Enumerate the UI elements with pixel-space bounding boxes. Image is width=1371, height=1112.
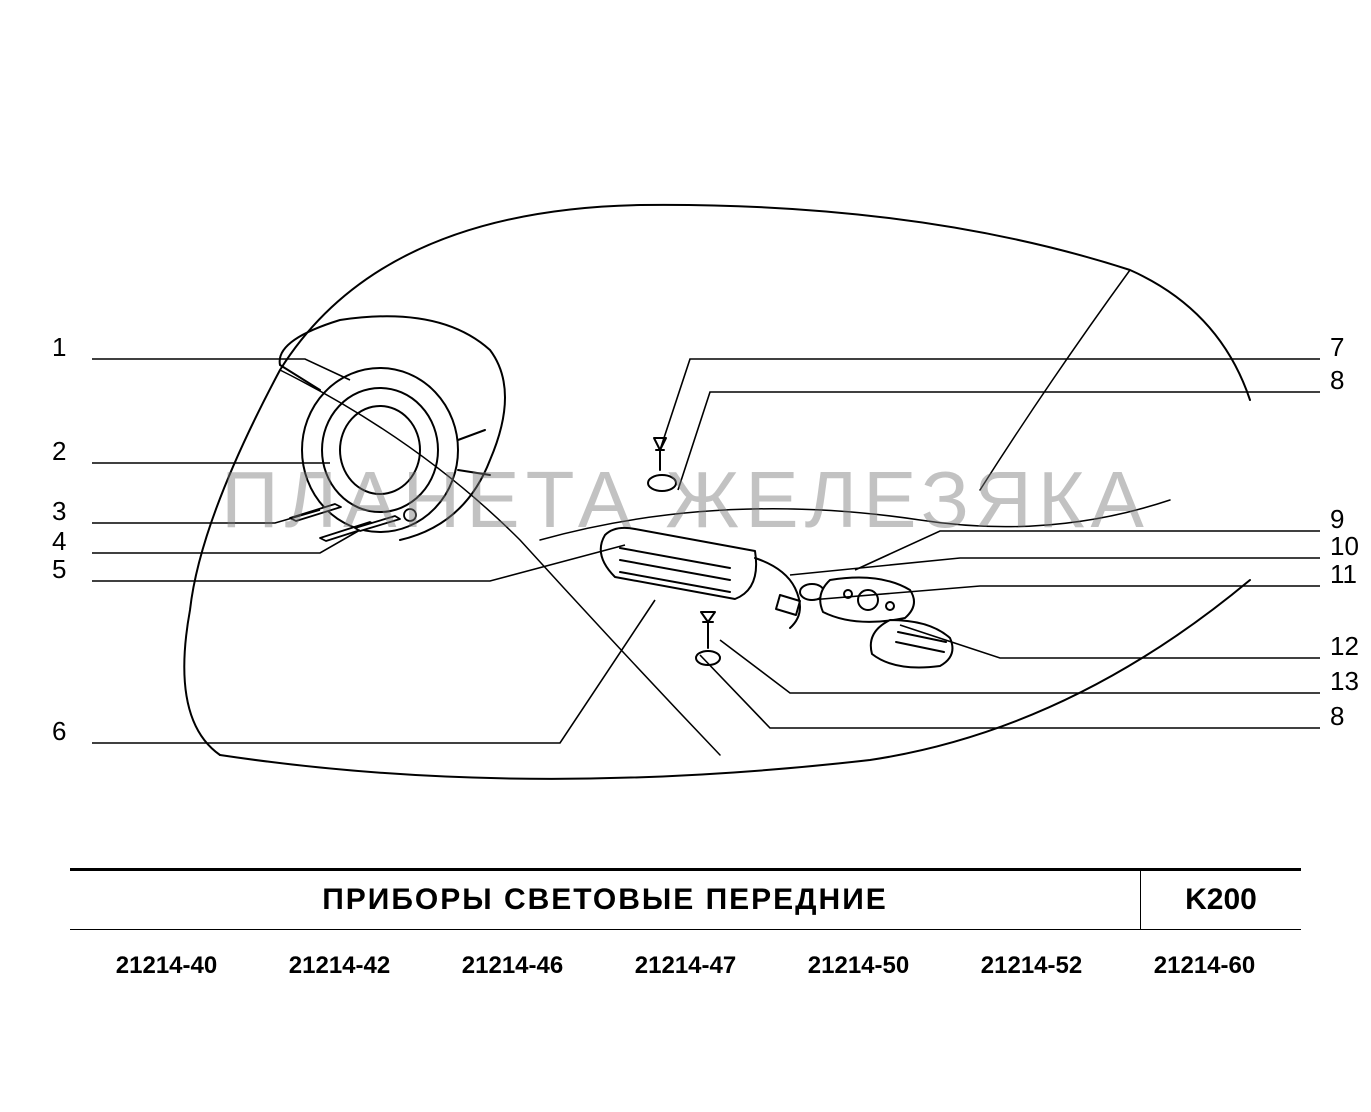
variant-code: 21214-50 (772, 952, 945, 980)
variant-code: 21214-42 (253, 952, 426, 980)
page-root: 123456789101112138 ПЛАНЕТА ЖЕЛЕЗЯКА ПРИБ… (0, 0, 1371, 1112)
table-title-row: ПРИБОРЫ СВЕТОВЫЕ ПЕРЕДНИЕ K200 (70, 871, 1301, 929)
callout-number: 8 (1330, 701, 1344, 732)
variant-code: 21214-47 (599, 952, 772, 980)
variant-code: 21214-60 (1118, 952, 1291, 980)
variant-code: 21214-40 (80, 952, 253, 980)
callout-number: 11 (1330, 559, 1357, 590)
callout-number: 10 (1330, 531, 1359, 562)
callout-number: 12 (1330, 631, 1359, 662)
callout-number: 3 (52, 496, 66, 527)
parts-table: ПРИБОРЫ СВЕТОВЫЕ ПЕРЕДНИЕ K200 21214-402… (70, 868, 1301, 980)
callout-number: 1 (52, 332, 66, 363)
callout-number: 7 (1330, 332, 1344, 363)
diagram-area: 123456789101112138 ПЛАНЕТА ЖЕЛЕЗЯКА (20, 20, 1351, 840)
variants-row: 21214-4021214-4221214-4621214-4721214-50… (70, 930, 1301, 980)
callout-number: 8 (1330, 365, 1344, 396)
callout-number: 4 (52, 526, 66, 557)
table-title: ПРИБОРЫ СВЕТОВЫЕ ПЕРЕДНИЕ (70, 883, 1140, 917)
callout-number: 2 (52, 436, 66, 467)
callout-number: 5 (52, 554, 66, 585)
callout-number: 6 (52, 716, 66, 747)
variant-code: 21214-52 (945, 952, 1118, 980)
variant-code: 21214-46 (426, 952, 599, 980)
callout-number: 13 (1330, 666, 1359, 697)
diagram-svg (20, 20, 1351, 840)
table-code: K200 (1140, 871, 1301, 929)
